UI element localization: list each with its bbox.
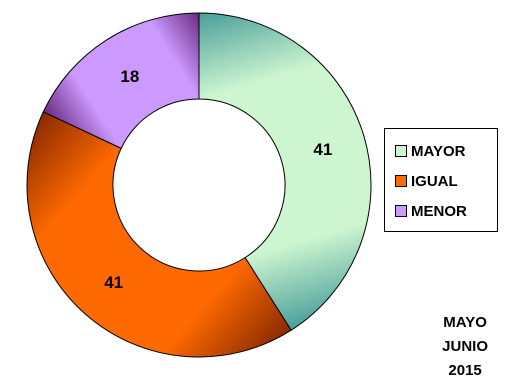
legend-swatch-menor [395, 205, 407, 217]
donut-slice-mayor [198, 12, 372, 331]
donut-slice-igual [26, 111, 292, 358]
data-label-igual: 41 [104, 273, 123, 292]
legend-item-mayor: MAYOR [395, 136, 497, 166]
legend-swatch-igual [395, 175, 407, 187]
date-caption-year: 2015 [448, 362, 482, 379]
date-caption-month-1: MAYO [443, 314, 487, 331]
legend-item-menor: MENOR [395, 196, 497, 226]
date-caption: MAYO JUNIO 2015 [442, 311, 488, 383]
data-label-menor: 18 [120, 67, 139, 86]
legend-label-igual: IGUAL [411, 172, 458, 190]
chart-legend: MAYOR IGUAL MENOR [384, 128, 498, 232]
legend-item-igual: IGUAL [395, 166, 497, 196]
date-caption-month-2: JUNIO [442, 338, 488, 355]
donut-slice-menor [42, 12, 200, 150]
data-label-mayor: 41 [313, 140, 332, 159]
legend-label-menor: MENOR [411, 202, 467, 220]
legend-swatch-mayor [395, 145, 407, 157]
legend-label-mayor: MAYOR [411, 142, 466, 160]
